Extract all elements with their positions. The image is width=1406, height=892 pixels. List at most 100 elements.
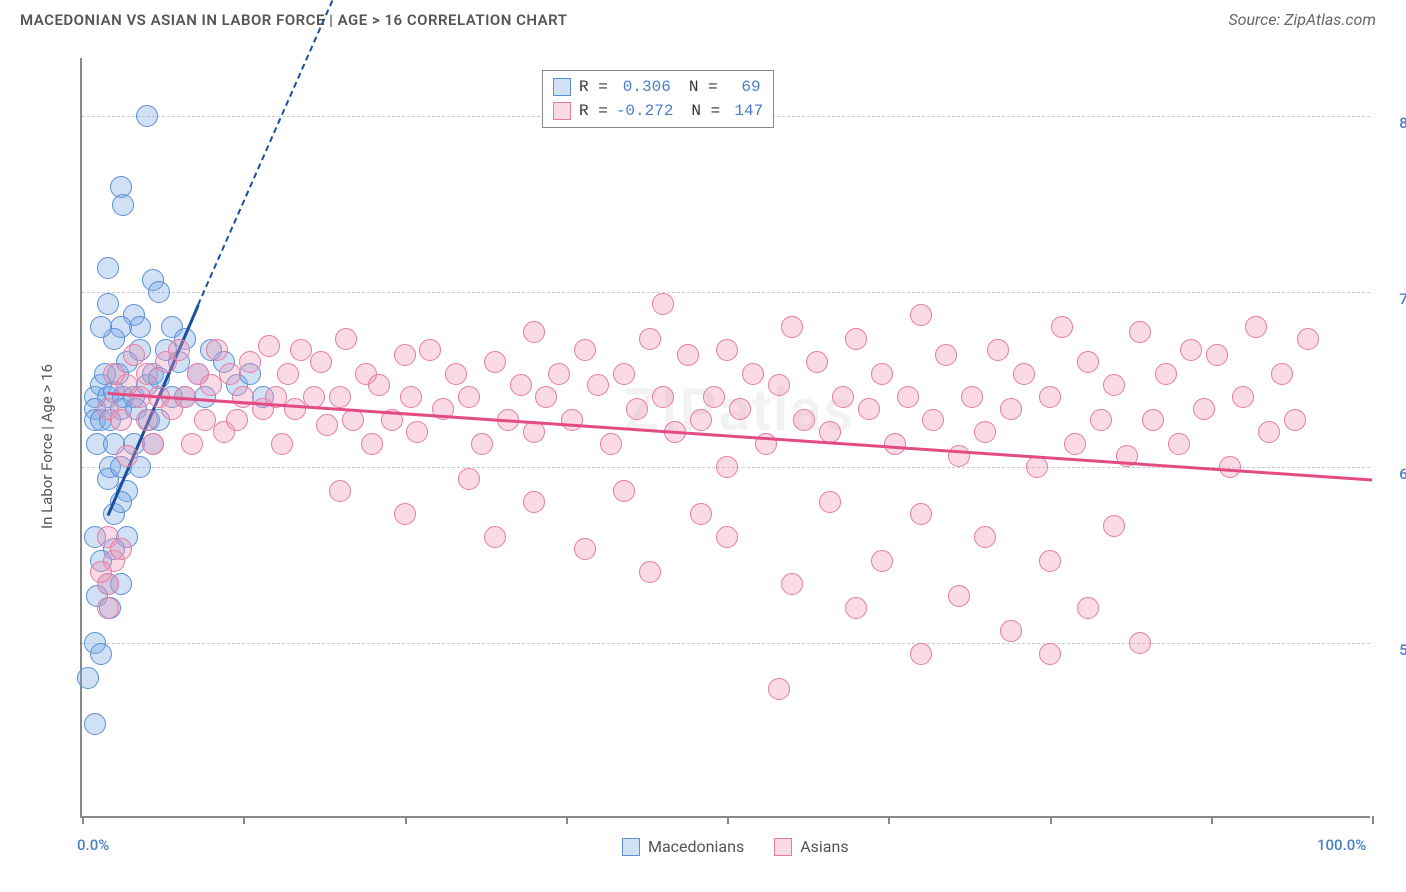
data-point <box>226 409 248 431</box>
data-point <box>613 480 635 502</box>
stats-row: R =0.306N =69 <box>553 75 763 99</box>
plot-region: ZIPatlas 57.5%65.0%72.5%80.0%0.0%100.0%R… <box>80 58 1370 818</box>
data-point <box>639 561 661 583</box>
data-point <box>910 304 932 326</box>
data-point <box>652 293 674 315</box>
data-point <box>974 421 996 443</box>
data-point <box>277 363 299 385</box>
y-axis-label: In Labor Force | Age > 16 <box>38 364 56 529</box>
data-point <box>136 105 158 127</box>
data-point <box>112 194 134 216</box>
data-point <box>1103 515 1125 537</box>
data-point <box>419 339 441 361</box>
data-point <box>652 386 674 408</box>
data-point <box>768 374 790 396</box>
series-swatch <box>553 102 571 120</box>
data-point <box>329 386 351 408</box>
data-point <box>910 643 932 665</box>
gridline-h <box>82 643 1370 644</box>
data-point <box>703 386 725 408</box>
data-point <box>987 339 1009 361</box>
source-label: Source: ZipAtlas.com <box>1228 10 1376 29</box>
data-point <box>284 398 306 420</box>
stat-n-label: N = <box>689 78 718 96</box>
data-point <box>1180 339 1202 361</box>
data-point <box>922 409 944 431</box>
chart-title: MACEDONIAN VS ASIAN IN LABOR FORCE | AGE… <box>20 11 567 29</box>
stat-r-label: R = <box>579 102 608 120</box>
data-point <box>781 573 803 595</box>
data-point <box>845 597 867 619</box>
data-point <box>897 386 919 408</box>
data-point <box>1271 363 1293 385</box>
data-point <box>768 678 790 700</box>
stat-n-value: 147 <box>728 102 763 120</box>
data-point <box>90 643 112 665</box>
stat-n-label: N = <box>691 102 720 120</box>
data-point <box>523 491 545 513</box>
trendline-extension <box>197 0 405 305</box>
legend-item: Asians <box>774 837 848 856</box>
data-point <box>819 421 841 443</box>
data-point <box>1155 363 1177 385</box>
data-point <box>1039 643 1061 665</box>
data-point <box>948 445 970 467</box>
data-point <box>148 281 170 303</box>
data-point <box>1064 433 1086 455</box>
data-point <box>471 433 493 455</box>
data-point <box>361 433 383 455</box>
data-point <box>587 374 609 396</box>
data-point <box>335 328 357 350</box>
data-point <box>1168 433 1190 455</box>
data-point <box>1193 398 1215 420</box>
data-point <box>1103 374 1125 396</box>
data-point <box>871 363 893 385</box>
data-point <box>677 344 699 366</box>
data-point <box>258 335 280 357</box>
data-point <box>136 409 158 431</box>
data-point <box>97 293 119 315</box>
x-tick-label: 100.0% <box>1317 836 1366 854</box>
data-point <box>832 386 854 408</box>
data-point <box>394 344 416 366</box>
data-point <box>1284 409 1306 431</box>
data-point <box>574 538 596 560</box>
x-tick <box>1211 816 1213 824</box>
data-point <box>219 363 241 385</box>
data-point <box>1297 328 1319 350</box>
legend-label: Asians <box>800 837 848 856</box>
data-point <box>626 398 648 420</box>
data-point <box>1051 316 1073 338</box>
data-point <box>523 321 545 343</box>
x-tick <box>243 816 245 824</box>
data-point <box>548 363 570 385</box>
y-tick-label: 80.0% <box>1380 114 1406 132</box>
data-point <box>168 339 190 361</box>
data-point <box>129 316 151 338</box>
data-point <box>1090 409 1112 431</box>
data-point <box>97 257 119 279</box>
data-point <box>935 344 957 366</box>
data-point <box>910 503 932 525</box>
data-point <box>716 526 738 548</box>
x-tick <box>727 816 729 824</box>
data-point <box>729 398 751 420</box>
data-point <box>136 363 158 385</box>
chart-area: In Labor Force | Age > 16 ZIPatlas 57.5%… <box>20 48 1386 868</box>
data-point <box>858 398 880 420</box>
data-point <box>1077 351 1099 373</box>
stats-row: R =-0.272N =147 <box>553 99 763 123</box>
data-point <box>400 386 422 408</box>
data-point <box>561 409 583 431</box>
data-point <box>871 550 893 572</box>
data-point <box>110 409 132 431</box>
data-point <box>716 339 738 361</box>
data-point <box>961 386 983 408</box>
data-point <box>406 421 428 443</box>
data-point <box>1000 398 1022 420</box>
data-point <box>271 433 293 455</box>
data-point <box>613 363 635 385</box>
data-point <box>806 351 828 373</box>
legend-label: Macedonians <box>648 837 744 856</box>
data-point <box>181 433 203 455</box>
